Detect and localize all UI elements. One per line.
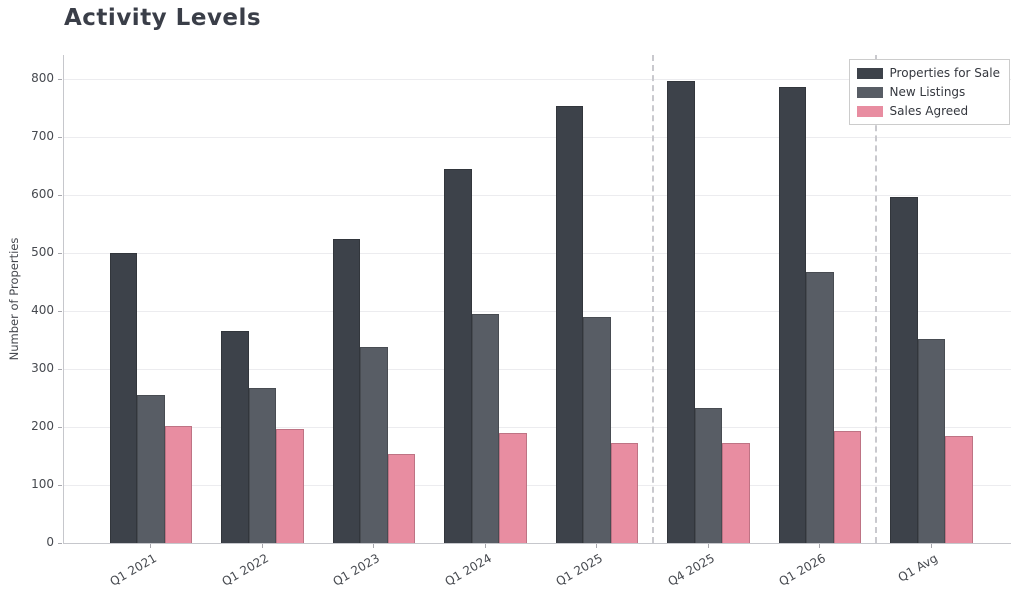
y-tick-mark (58, 253, 62, 254)
x-tick-mark (484, 544, 486, 548)
bar-properties-for-sale (555, 106, 584, 543)
x-tick-mark (930, 544, 932, 548)
bar-new-listings (917, 338, 946, 543)
y-tick-label: 800 (31, 71, 54, 85)
x-tick-label: Q1 Avg (895, 551, 940, 585)
legend-swatch-new-listings (856, 86, 883, 98)
bar-properties-for-sale (778, 86, 807, 543)
y-tick-mark (58, 79, 62, 80)
y-tick-mark (58, 195, 62, 196)
gridline (64, 195, 1011, 196)
y-tick-label: 400 (31, 303, 54, 317)
y-tick-label: 500 (31, 245, 54, 259)
bar-sales-agreed (499, 432, 527, 543)
bar-properties-for-sale (444, 168, 472, 543)
bar-sales-agreed (945, 436, 973, 543)
bar-sales-agreed (164, 426, 193, 543)
bar-new-listings (137, 395, 165, 543)
legend-item-sales-agreed: Sales Agreed (856, 104, 1000, 118)
x-tick-label: Q4 2025 (664, 551, 717, 589)
x-tick-mark (261, 544, 263, 548)
gridline (64, 311, 1011, 312)
y-tick-label: 200 (31, 419, 54, 433)
legend-item-properties-for-sale: Properties for Sale (856, 66, 1000, 80)
y-tick-mark (58, 311, 62, 312)
bar-sales-agreed (610, 443, 639, 543)
x-tick-label: Q1 2025 (553, 551, 605, 589)
chart-title: Activity Levels (64, 5, 262, 31)
plot-area (63, 55, 1011, 544)
x-tick-mark (596, 544, 597, 548)
bar-new-listings (583, 316, 611, 543)
bar-properties-for-sale (221, 331, 249, 543)
x-tick-mark (707, 544, 709, 548)
y-tick-mark (58, 137, 62, 138)
y-tick-label: 600 (31, 187, 54, 201)
gridline (64, 79, 1011, 80)
gridline (64, 485, 1011, 486)
bar-sales-agreed (833, 431, 862, 543)
chart-figure: Activity Levels Number of Properties 0 10… (7, 5, 1011, 589)
y-tick-label: 700 (31, 129, 54, 143)
bar-new-listings (806, 271, 834, 543)
x-tick-label: Q1 2021 (107, 551, 159, 589)
bar-new-listings (694, 408, 723, 543)
period-separator-line (651, 55, 654, 543)
y-tick-label: 300 (31, 361, 54, 375)
legend: Properties for Sale New Listings Sales A… (848, 59, 1010, 125)
gridline (64, 427, 1011, 428)
bar-new-listings (248, 387, 277, 543)
y-tick-mark (58, 427, 62, 428)
legend-swatch-properties-for-sale (856, 67, 883, 79)
bar-properties-for-sale (332, 238, 361, 543)
bar-sales-agreed (387, 454, 416, 543)
bar-properties-for-sale (109, 253, 138, 543)
x-tick-label: Q1 2026 (776, 551, 828, 589)
x-tick-label: Q1 2022 (218, 551, 271, 589)
bar-new-listings (360, 346, 388, 543)
gridline (64, 253, 1011, 254)
legend-item-new-listings: New Listings (856, 85, 1000, 99)
gridline (64, 369, 1011, 370)
bar-properties-for-sale (667, 80, 695, 543)
bar-new-listings (471, 313, 500, 543)
x-tick-mark (819, 544, 820, 548)
legend-label: Sales Agreed (889, 104, 969, 118)
legend-label: Properties for Sale (889, 66, 1000, 80)
x-tick-label: Q1 2024 (441, 551, 494, 589)
bar-sales-agreed (722, 442, 750, 543)
bar-sales-agreed (276, 429, 304, 543)
y-tick-mark (58, 485, 62, 486)
bar-properties-for-sale (890, 197, 918, 543)
gridline (64, 137, 1011, 138)
y-tick-mark (58, 543, 62, 544)
y-tick-label: 100 (31, 477, 54, 491)
y-tick-label: 0 (46, 535, 54, 549)
x-tick-mark (150, 544, 151, 548)
y-tick-mark (58, 369, 62, 370)
legend-label: New Listings (889, 85, 966, 99)
legend-swatch-sales-agreed (856, 105, 883, 117)
x-tick-label: Q1 2023 (330, 551, 382, 589)
period-separator-line (874, 55, 877, 543)
x-tick-mark (373, 544, 374, 548)
